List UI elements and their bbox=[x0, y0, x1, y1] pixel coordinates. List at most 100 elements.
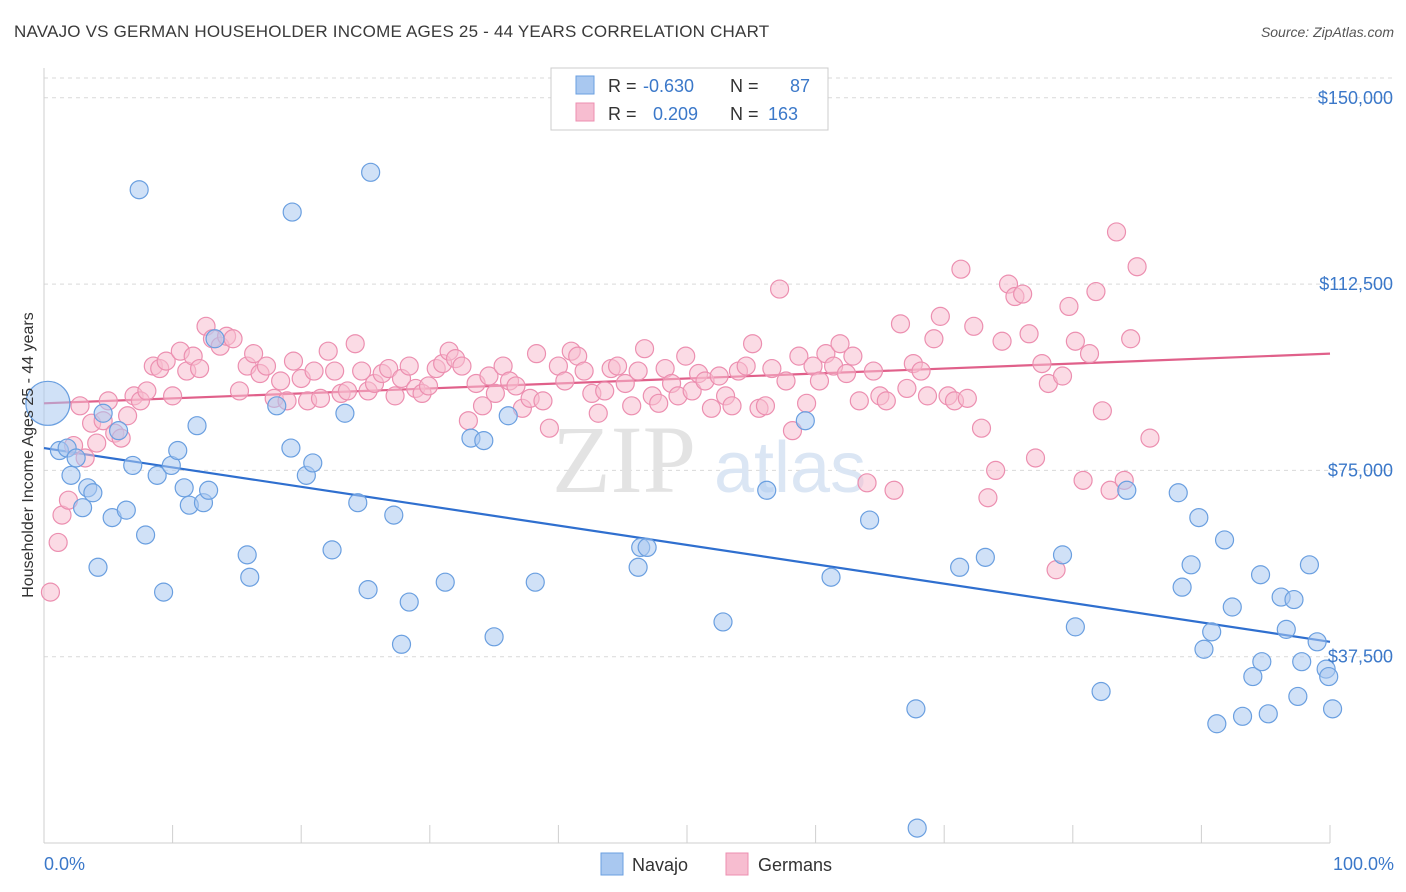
german-point-121 bbox=[843, 346, 863, 366]
navajo-point-57 bbox=[950, 557, 970, 577]
german-point-83 bbox=[588, 403, 608, 423]
y-axis-label: Householder Income Ages 25 - 44 years bbox=[20, 312, 37, 598]
german-point-88 bbox=[622, 396, 642, 416]
german-point-68 bbox=[485, 383, 505, 404]
german-point-1 bbox=[48, 532, 68, 553]
navajo-point-61 bbox=[1091, 681, 1111, 702]
german-point-47 bbox=[345, 334, 365, 354]
navajo-point-35 bbox=[348, 493, 368, 513]
navajo-point-26 bbox=[237, 545, 257, 565]
german-point-113 bbox=[789, 346, 809, 366]
navajo-point-78 bbox=[1276, 619, 1296, 639]
german-point-46 bbox=[337, 381, 358, 401]
german-trend-line bbox=[43, 352, 1331, 405]
german-point-101 bbox=[709, 366, 729, 386]
navajo-point-32 bbox=[303, 453, 323, 473]
german-point-160 bbox=[1106, 222, 1127, 242]
legend-bottom: Navajo Germans bbox=[600, 852, 832, 876]
navajo-point-43 bbox=[474, 430, 494, 451]
navajo-point-52 bbox=[795, 411, 815, 431]
navajo-point-25 bbox=[205, 329, 225, 349]
german-point-164 bbox=[1140, 428, 1160, 448]
navajo-point-38 bbox=[384, 505, 404, 525]
y-tick-label-1: $75,000 bbox=[1328, 460, 1393, 480]
german-point-152 bbox=[1052, 366, 1073, 386]
german-point-13 bbox=[117, 406, 138, 426]
navajo-point-12 bbox=[116, 500, 136, 520]
german-point-116 bbox=[809, 371, 830, 391]
german-point-141 bbox=[978, 488, 998, 508]
german-point-123 bbox=[857, 473, 877, 493]
german-point-148 bbox=[1025, 448, 1046, 468]
navajo-point-44 bbox=[484, 627, 504, 647]
german-point-76 bbox=[539, 418, 559, 438]
german-point-157 bbox=[1086, 281, 1106, 302]
navajo-point-16 bbox=[147, 465, 167, 485]
german-point-43 bbox=[318, 341, 338, 361]
navajo-point-62 bbox=[1117, 480, 1137, 500]
german-point-74 bbox=[526, 344, 547, 364]
german-point-24 bbox=[190, 358, 210, 379]
german-point-132 bbox=[917, 386, 938, 406]
navajo-point-41 bbox=[435, 572, 455, 592]
navajo-point-82 bbox=[1299, 555, 1320, 575]
navajo-point-11 bbox=[108, 421, 129, 441]
navajo-point-34 bbox=[335, 403, 355, 423]
legend-r-label-german: R = bbox=[608, 104, 637, 124]
german-point-36 bbox=[271, 371, 291, 391]
german-point-119 bbox=[830, 334, 850, 354]
navajo-point-83 bbox=[1307, 632, 1327, 652]
legend-r-value-german: 0.209 bbox=[653, 104, 698, 124]
navajo-point-19 bbox=[168, 440, 188, 461]
german-point-58 bbox=[418, 376, 439, 396]
navajo-point-69 bbox=[1207, 714, 1227, 734]
y-tick-label-3: $150,000 bbox=[1318, 88, 1393, 108]
german-point-134 bbox=[930, 306, 950, 326]
german-point-153 bbox=[1059, 296, 1079, 317]
navajo-point-17 bbox=[153, 582, 174, 602]
navajo-point-60 bbox=[1065, 617, 1085, 637]
german-point-42 bbox=[310, 388, 331, 408]
navajo-point-33 bbox=[322, 540, 342, 560]
navajo-point-49 bbox=[637, 537, 657, 558]
navajo-point-70 bbox=[1214, 530, 1235, 550]
german-points bbox=[40, 222, 1160, 602]
source-label: Source: ZipAtlas.com bbox=[1260, 24, 1394, 40]
navajo-point-79 bbox=[1284, 589, 1304, 610]
german-point-138 bbox=[957, 388, 977, 408]
german-point-143 bbox=[992, 331, 1012, 351]
german-point-127 bbox=[884, 480, 904, 500]
german-point-128 bbox=[890, 314, 911, 334]
german-point-112 bbox=[782, 421, 803, 441]
german-point-108 bbox=[755, 396, 776, 416]
navajo-point-58 bbox=[975, 547, 995, 567]
navajo-point-81 bbox=[1292, 652, 1312, 672]
y-tick-labels: $37,500 $75,000 $112,500 $150,000 bbox=[1318, 88, 1393, 667]
navajo-point-86 bbox=[1322, 699, 1343, 719]
german-point-29 bbox=[223, 329, 243, 349]
navajo-point-30 bbox=[282, 202, 302, 222]
legend-top: R = -0.630 N = 87 R = 0.209 N = 163 bbox=[550, 67, 829, 131]
legend-r-label-navajo: R = bbox=[608, 76, 637, 96]
german-point-48 bbox=[352, 361, 372, 381]
navajo-point-53 bbox=[821, 567, 841, 587]
chart-title: NAVAJO VS GERMAN HOUSEHOLDER INCOME AGES… bbox=[14, 22, 770, 41]
german-point-156 bbox=[1079, 344, 1100, 364]
german-point-142 bbox=[986, 460, 1006, 481]
legend-bottom-swatch-german bbox=[725, 852, 749, 876]
navajo-point-4 bbox=[66, 448, 86, 468]
german-point-55 bbox=[399, 356, 419, 376]
german-point-129 bbox=[897, 378, 917, 399]
navajo-point-59 bbox=[1052, 545, 1073, 565]
german-point-106 bbox=[742, 334, 763, 354]
y-tick-label-2: $112,500 bbox=[1319, 274, 1393, 294]
german-point-97 bbox=[682, 381, 702, 401]
watermark-zip: ZIP bbox=[552, 406, 696, 513]
navajo-point-74 bbox=[1250, 565, 1271, 585]
navajo-point-56 bbox=[907, 818, 927, 838]
german-point-66 bbox=[472, 396, 493, 416]
german-point-114 bbox=[796, 393, 817, 413]
german-point-90 bbox=[634, 339, 655, 359]
navajo-point-14 bbox=[129, 180, 149, 200]
german-point-131 bbox=[911, 361, 931, 381]
